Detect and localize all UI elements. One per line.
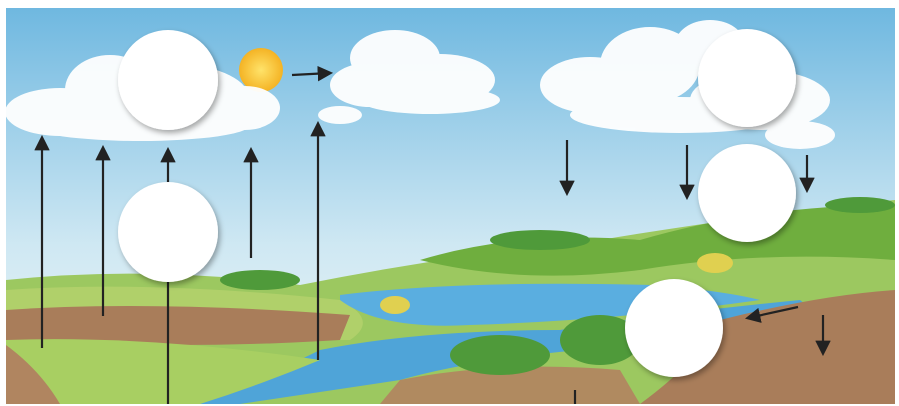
blank-circle [698,144,796,242]
blank-circle [625,279,723,377]
blank-circle [698,29,796,127]
page: (() => { const data = JSON.parse(documen… [0,0,899,406]
water-cycle-diagram [0,0,899,406]
blank-circle [118,182,218,282]
blank-circle [118,30,218,130]
sun [239,48,283,92]
